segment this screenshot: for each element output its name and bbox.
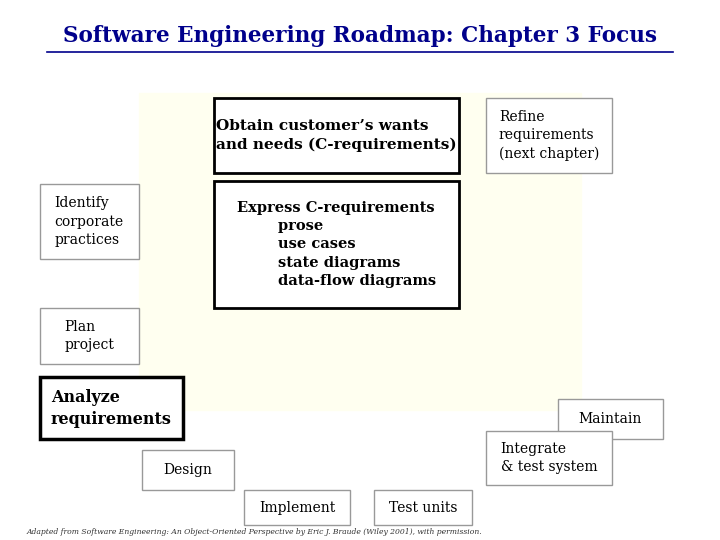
FancyBboxPatch shape xyxy=(486,98,612,173)
FancyBboxPatch shape xyxy=(374,490,472,525)
FancyBboxPatch shape xyxy=(40,377,183,439)
Text: Software Engineering Roadmap: Chapter 3 Focus: Software Engineering Roadmap: Chapter 3 … xyxy=(63,25,657,48)
FancyBboxPatch shape xyxy=(244,490,350,525)
FancyBboxPatch shape xyxy=(139,93,581,410)
Text: Express C-requirements
        prose
        use cases
        state diagrams
  : Express C-requirements prose use cases s… xyxy=(237,201,436,288)
FancyBboxPatch shape xyxy=(40,184,139,259)
FancyBboxPatch shape xyxy=(486,431,612,485)
FancyBboxPatch shape xyxy=(40,308,139,364)
Text: Design: Design xyxy=(163,463,212,477)
Text: Identify
corporate
practices: Identify corporate practices xyxy=(55,196,124,247)
Text: Integrate
& test system: Integrate & test system xyxy=(500,442,598,474)
Text: Refine
requirements
(next chapter): Refine requirements (next chapter) xyxy=(499,110,599,161)
Text: Maintain: Maintain xyxy=(579,412,642,426)
Text: Plan
project: Plan project xyxy=(64,320,114,352)
Text: Implement: Implement xyxy=(259,501,335,515)
Text: Adapted from Software Engineering: An Object-Oriented Perspective by Eric J. Bra: Adapted from Software Engineering: An Ob… xyxy=(26,528,482,536)
Text: Obtain customer’s wants
and needs (C-requirements): Obtain customer’s wants and needs (C-req… xyxy=(216,119,456,152)
FancyBboxPatch shape xyxy=(214,181,459,308)
FancyBboxPatch shape xyxy=(557,399,663,439)
FancyBboxPatch shape xyxy=(142,450,234,490)
FancyBboxPatch shape xyxy=(214,98,459,173)
Text: Analyze
requirements: Analyze requirements xyxy=(51,389,172,428)
Text: Test units: Test units xyxy=(389,501,457,515)
